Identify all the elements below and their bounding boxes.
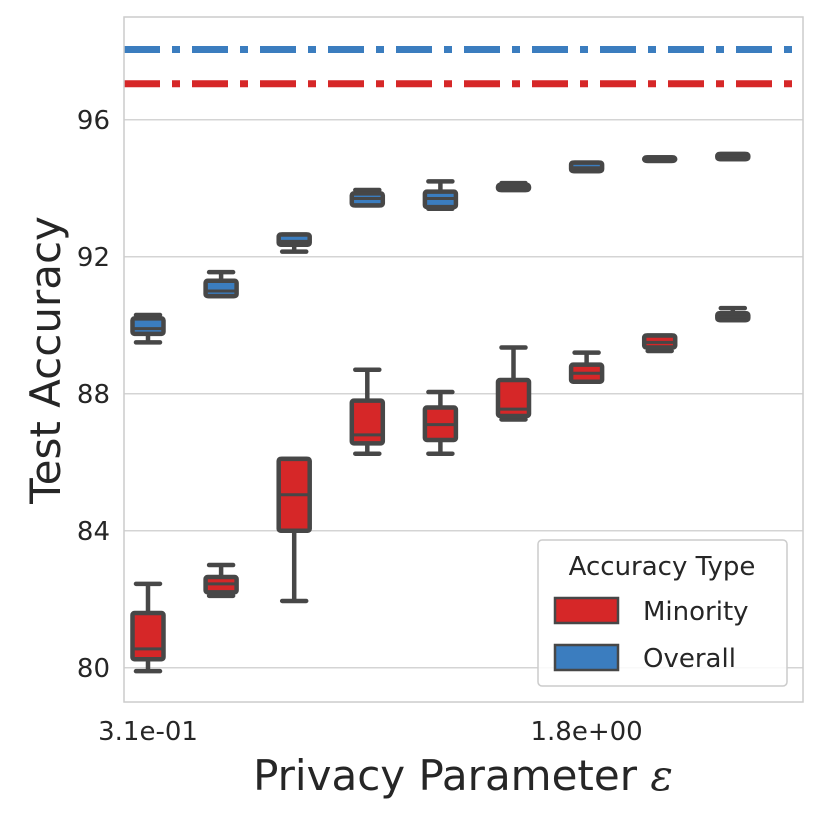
y-tick-label-92: 92 — [77, 243, 110, 273]
legend-title: Accuracy Type — [569, 552, 756, 582]
box-minority-0 — [130, 581, 166, 674]
legend-swatch-minority — [553, 596, 620, 625]
y-tick-labels: 80 84 88 92 96 — [77, 106, 110, 684]
legend: Accuracy Type Minority Overall — [537, 539, 788, 687]
box-minority-7 — [641, 333, 678, 354]
legend-label-overall: Overall — [643, 644, 736, 674]
box-overall-6 — [568, 160, 605, 174]
legend-swatch-overall — [553, 643, 620, 672]
box-overall-4 — [422, 179, 459, 212]
legend-label-minority: Minority — [643, 597, 749, 627]
box-overall-1 — [203, 269, 239, 299]
x-tick-label-0: 3.1e-01 — [98, 717, 198, 747]
y-tick-label-84: 84 — [77, 517, 110, 547]
box-minority-8 — [715, 305, 751, 323]
y-tick-label-88: 88 — [77, 380, 110, 410]
plot-frame — [123, 16, 804, 703]
reference-lines — [124, 46, 803, 88]
x-tick-label-1: 1.8e+00 — [530, 717, 642, 747]
box-body-minority-0 — [130, 610, 166, 662]
y-tick-label-96: 96 — [77, 106, 110, 136]
box-minority-5 — [495, 345, 532, 422]
box-body-overall-1 — [203, 278, 239, 299]
y-tick-label-80: 80 — [77, 654, 110, 684]
box-body-minority-3 — [349, 398, 386, 446]
box-plots — [130, 151, 751, 674]
box-overall-7 — [641, 155, 678, 164]
box-overall-0 — [130, 312, 166, 345]
box-overall-5 — [495, 180, 532, 193]
box-overall-8 — [715, 151, 751, 162]
box-overall-2 — [276, 232, 312, 254]
box-overall-3 — [349, 187, 386, 208]
x-tick-labels: 3.1e-01 1.8e+00 — [98, 717, 643, 747]
box-body-overall-0 — [130, 316, 166, 337]
x-axis-title-text: Privacy Parameter — [253, 751, 650, 800]
y-axis-title: Test Accuracy — [21, 216, 70, 505]
epsilon-symbol: ε — [650, 751, 673, 800]
box-minority-6 — [568, 350, 605, 385]
box-body-minority-5 — [495, 377, 532, 419]
box-minority-3 — [349, 367, 386, 456]
box-body-overall-2 — [276, 232, 312, 248]
box-minority-1 — [203, 562, 239, 599]
box-minority-2 — [276, 456, 312, 604]
box-minority-4 — [422, 389, 459, 456]
x-axis-title: Privacy Parameter ε — [253, 751, 673, 800]
